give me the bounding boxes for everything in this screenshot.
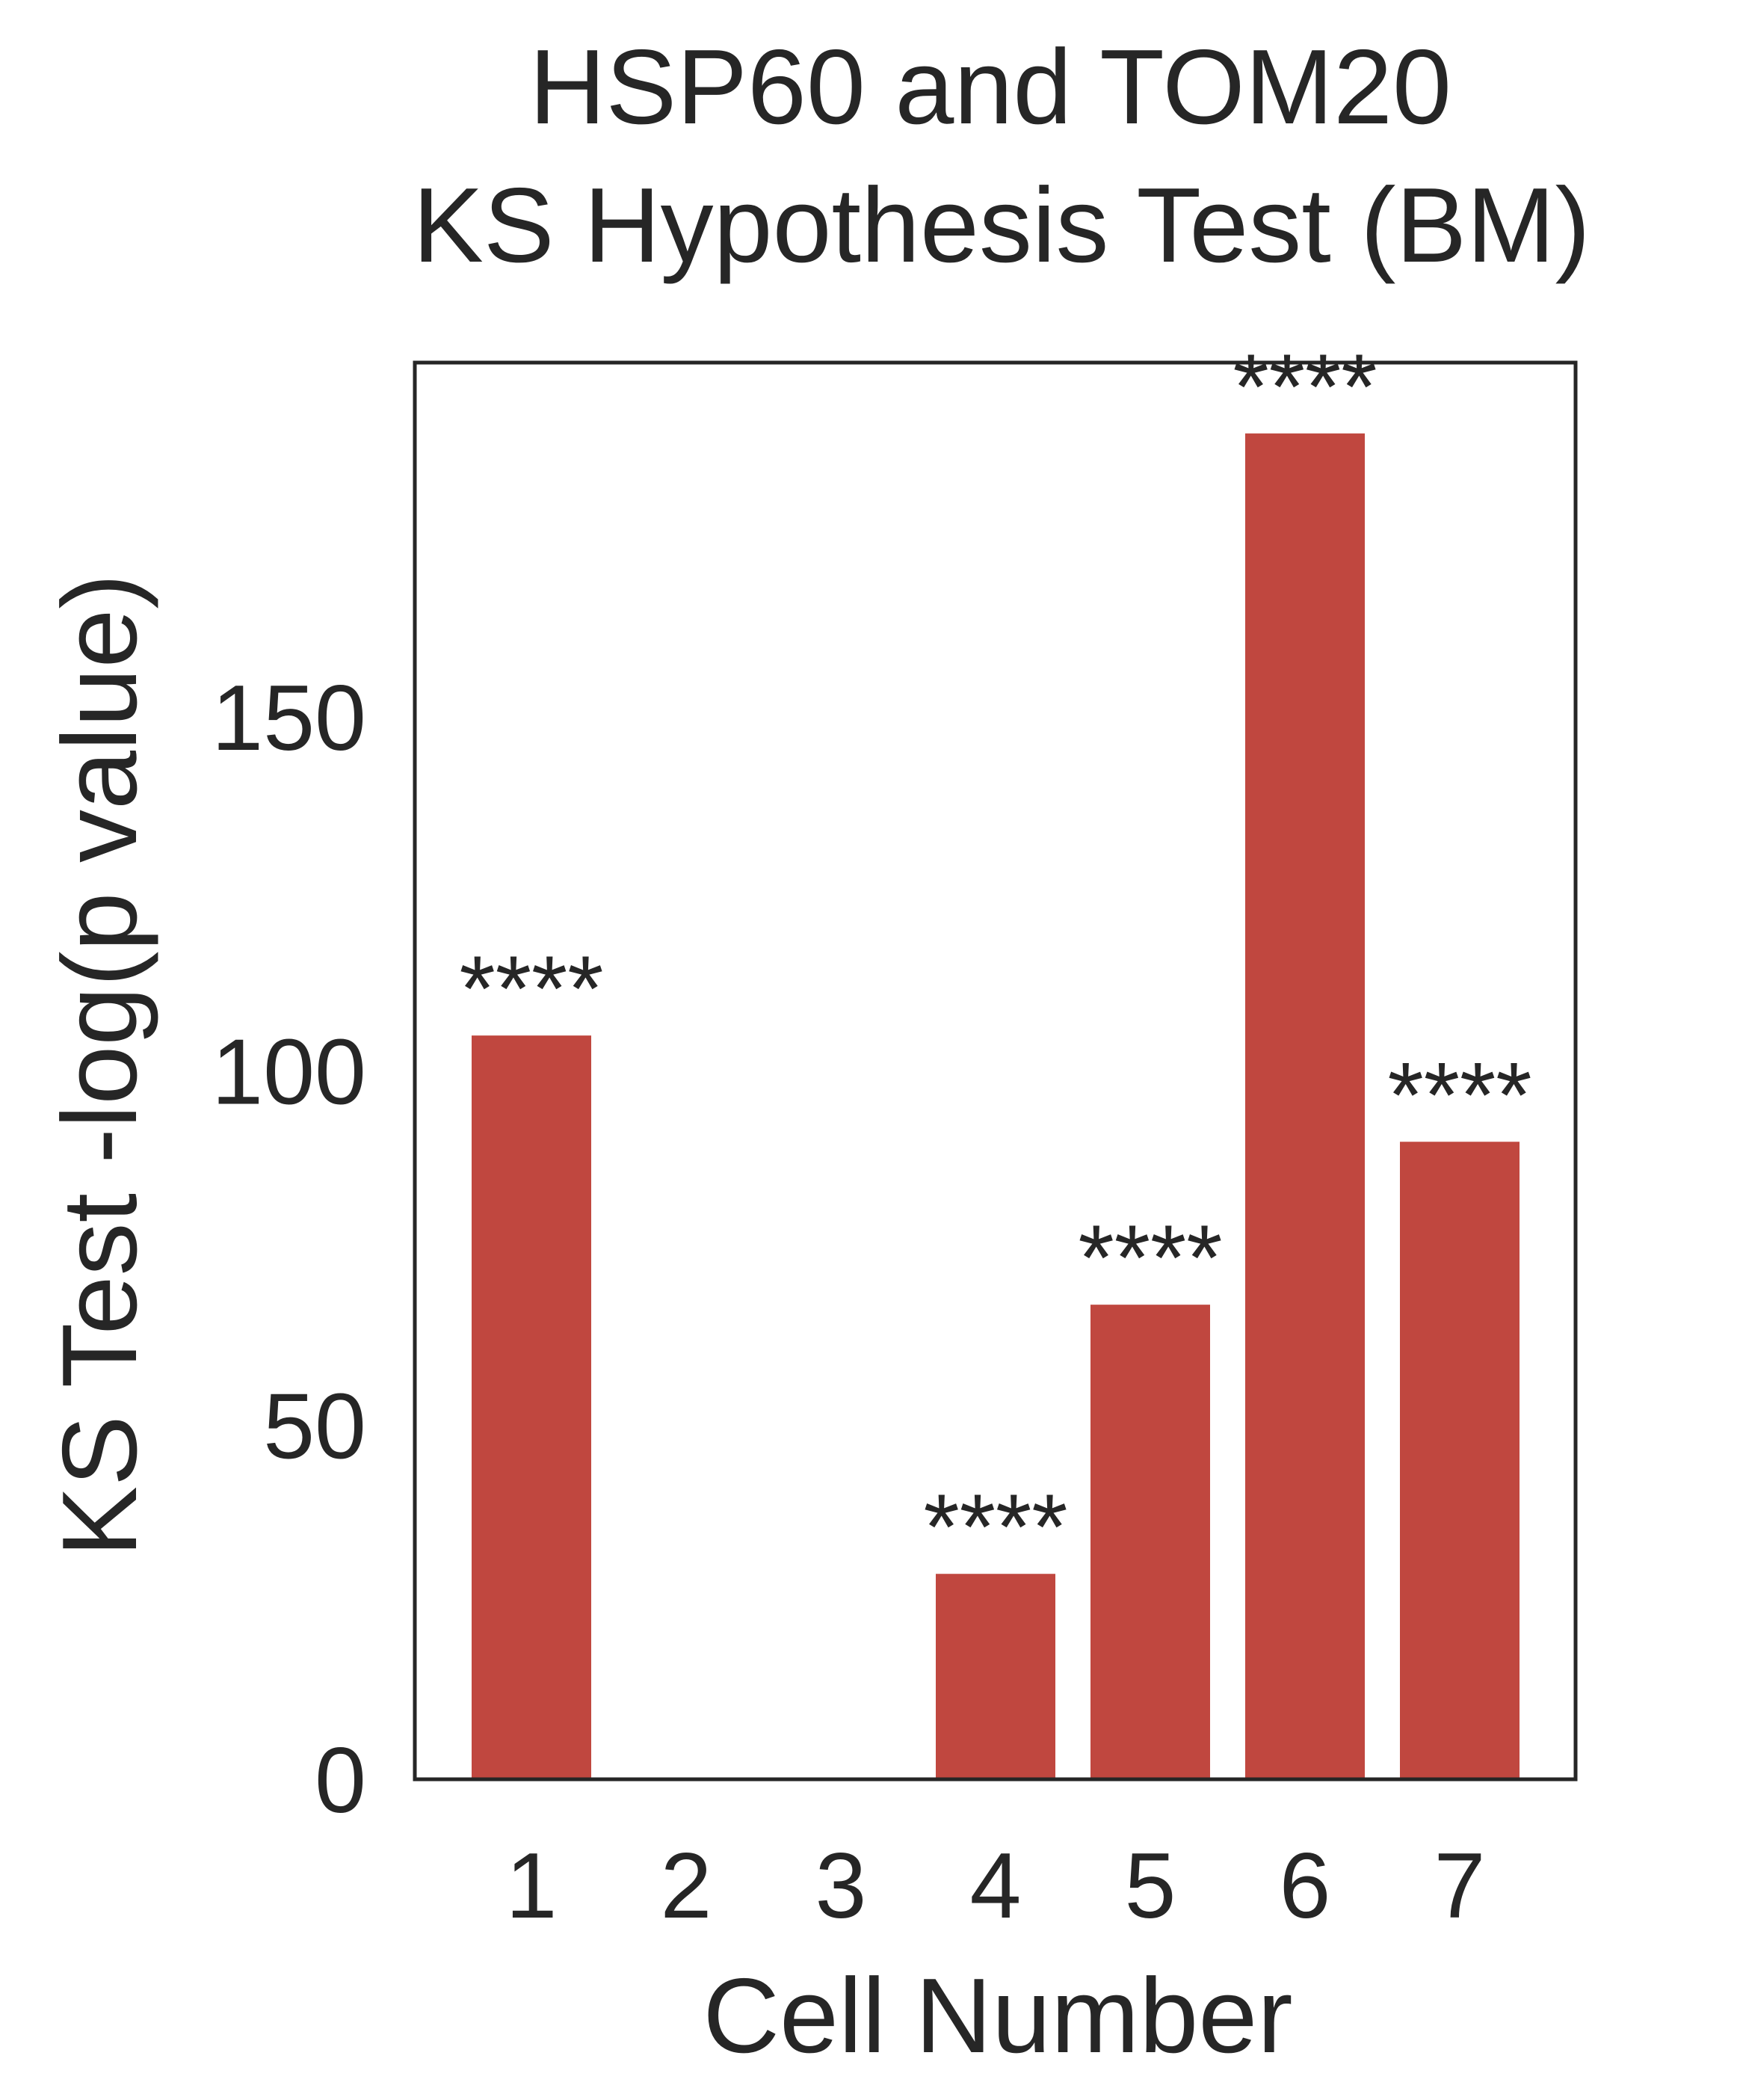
chart-title-line-1: HSP60 and TOM20 [529, 28, 1451, 147]
x-tick-label-2: 2 [661, 1835, 712, 1938]
significance-label-cell-7: **** [1387, 1044, 1531, 1147]
y-tick-label-100: 100 [212, 1021, 366, 1124]
significance-label-cell-6: **** [1232, 336, 1377, 439]
significance-label-cell-5: **** [1078, 1207, 1222, 1310]
bar-cell-5 [1090, 1305, 1210, 1779]
plot-frame [413, 360, 1578, 1782]
x-tick-label-5: 5 [1125, 1835, 1176, 1938]
x-tick-label-3: 3 [815, 1835, 867, 1938]
x-axis-label: Cell Number [703, 1956, 1292, 2075]
bar-cell-6 [1245, 433, 1365, 1779]
significance-label-cell-1: **** [459, 937, 603, 1041]
y-tick-label-150: 150 [212, 667, 366, 770]
x-tick-label-1: 1 [506, 1835, 558, 1938]
bar-cell-1 [472, 1035, 591, 1779]
bars-group [472, 433, 1520, 1779]
annotations-group: **** **** **** **** **** [459, 336, 1531, 1579]
y-tick-label-0: 0 [315, 1729, 366, 1832]
x-tick-label-6: 6 [1280, 1835, 1331, 1938]
x-tick-label-7: 7 [1434, 1835, 1486, 1938]
plot-area: **** **** **** **** **** [413, 336, 1578, 1782]
significance-label-cell-4: **** [923, 1476, 1067, 1579]
bar-cell-7 [1400, 1142, 1520, 1779]
x-tick-label-4: 4 [970, 1835, 1022, 1938]
y-axis-label: KS Test -log(p value) [40, 573, 159, 1556]
chart-title-line-2: KS Hypothesis Test (BM) [413, 166, 1591, 285]
chart-title: HSP60 and TOM20 KS Hypothesis Test (BM) [413, 28, 1591, 285]
y-axis-ticks: 0 50 100 150 [212, 667, 366, 1832]
bar-cell-4 [936, 1574, 1055, 1779]
y-tick-label-50: 50 [263, 1375, 366, 1478]
